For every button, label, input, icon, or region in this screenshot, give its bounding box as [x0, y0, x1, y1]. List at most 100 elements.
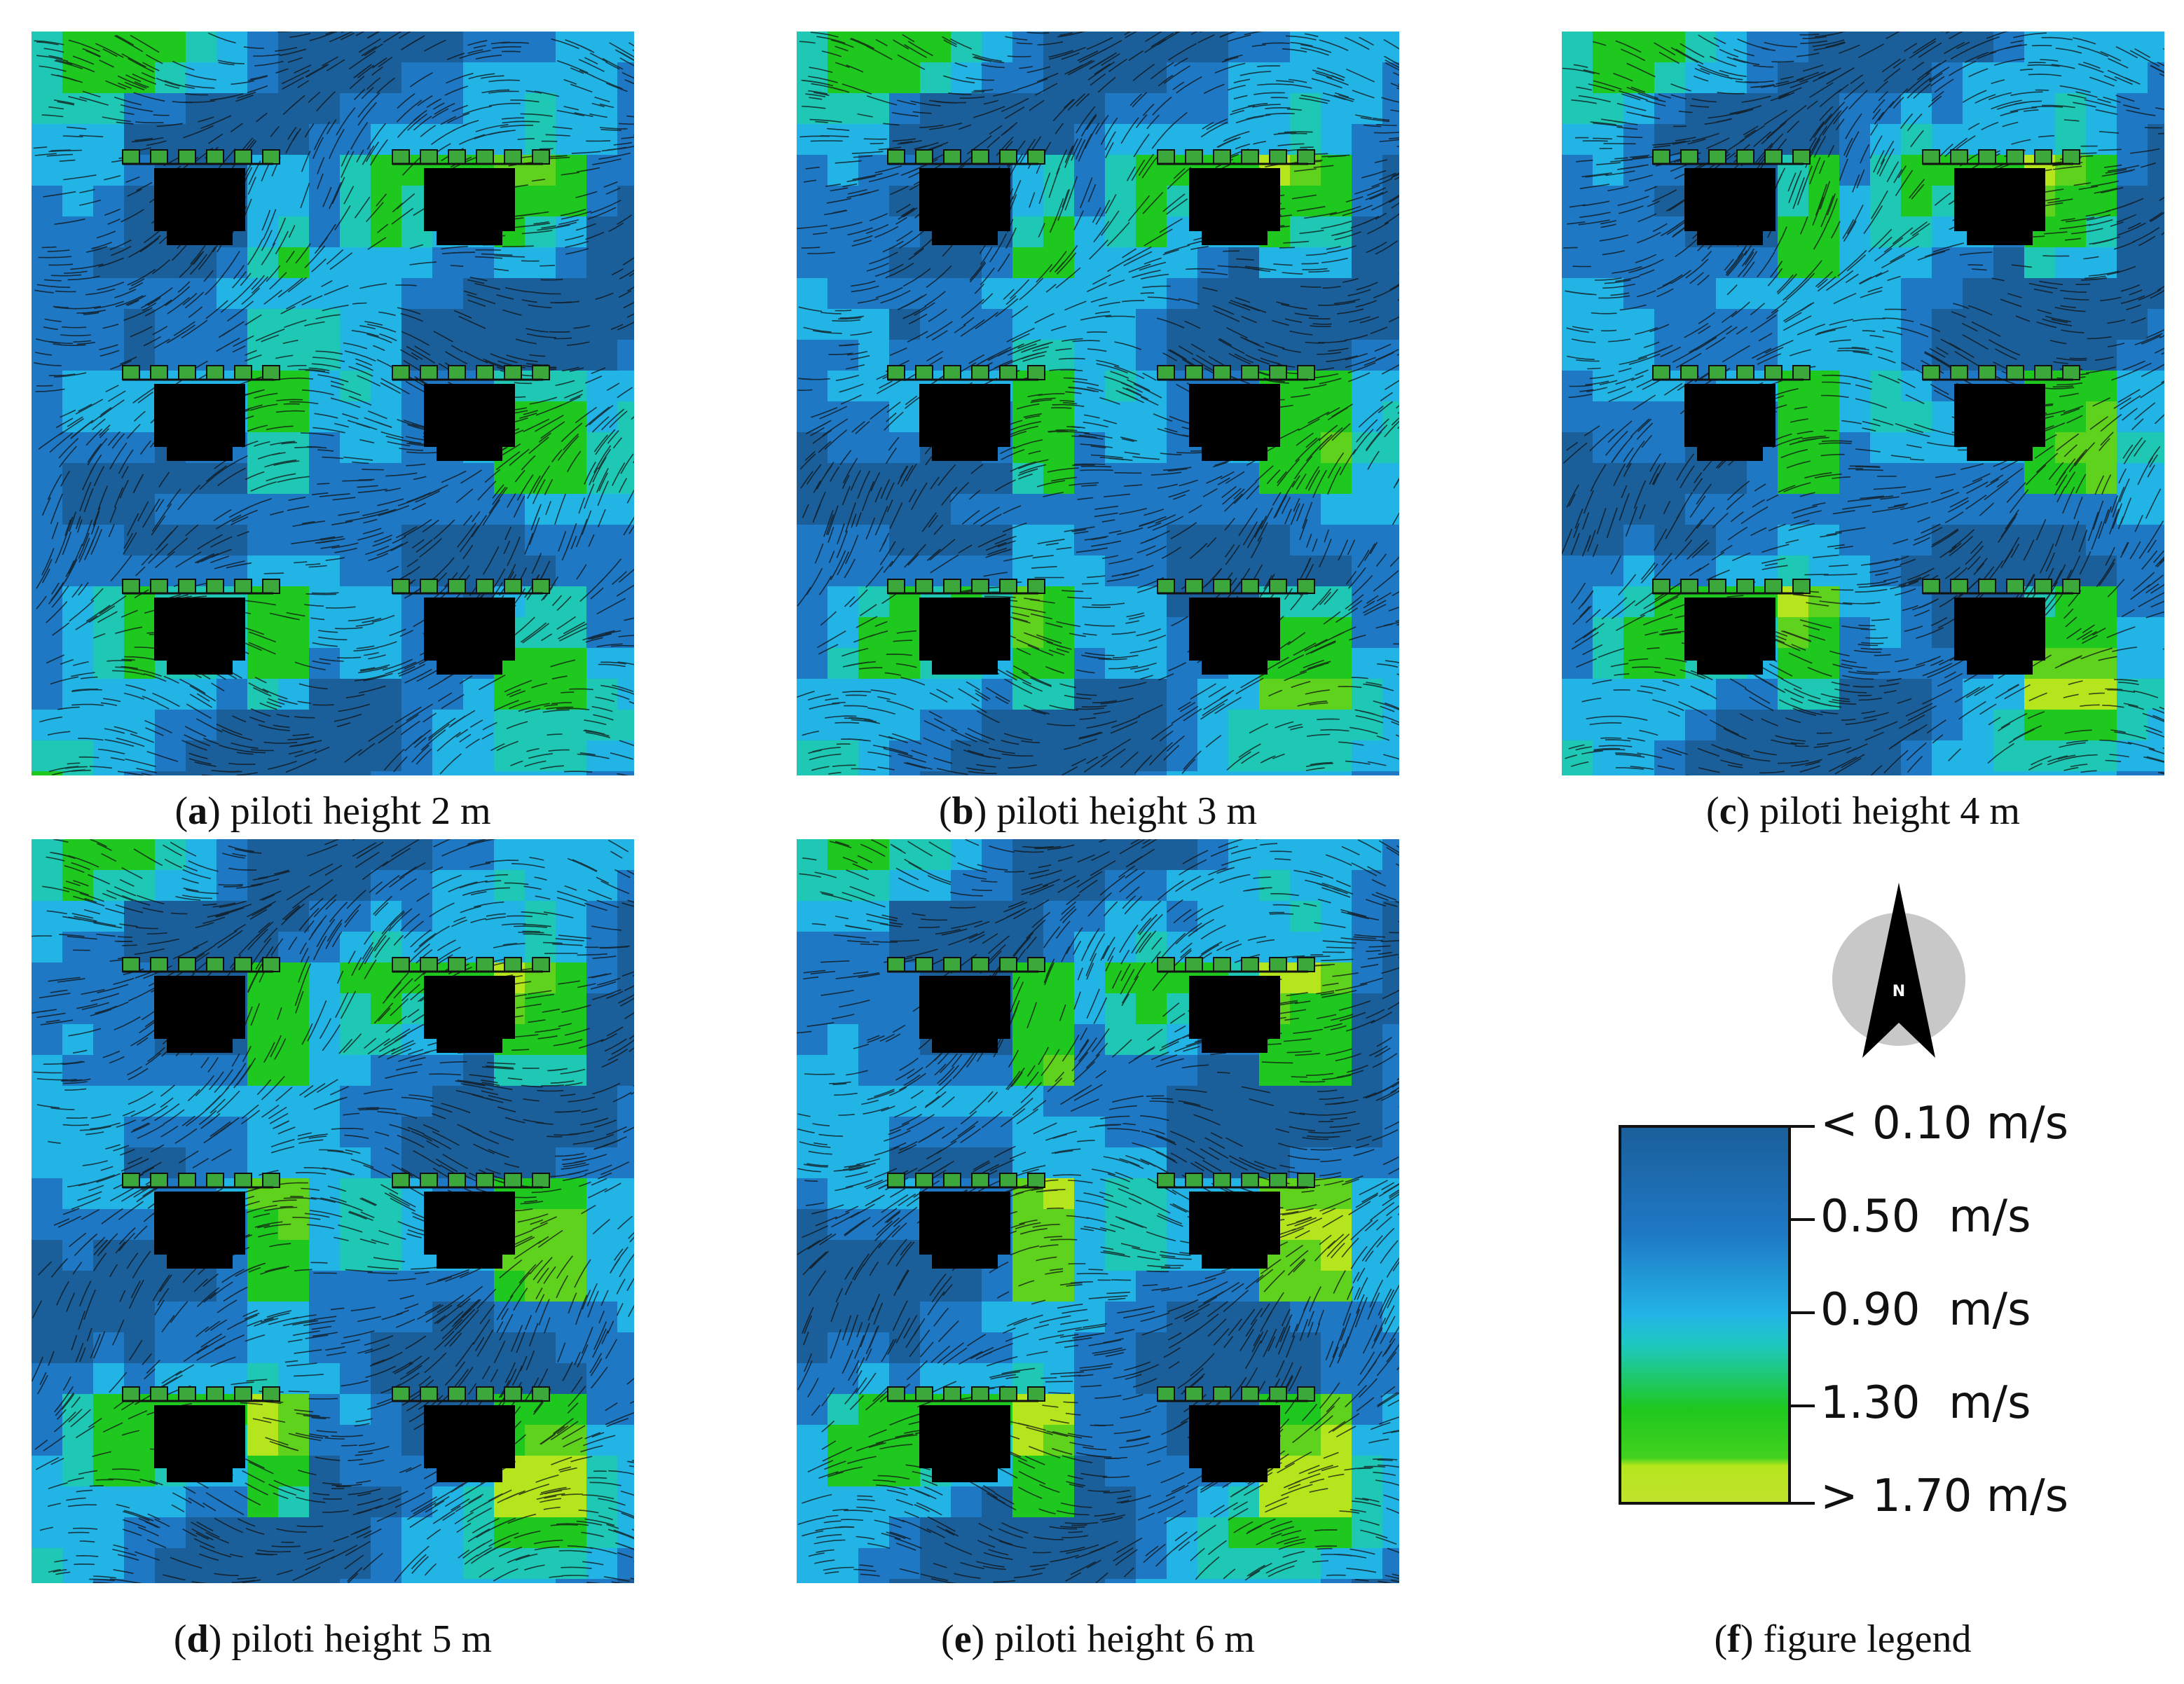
streamline [575, 191, 598, 198]
streamline [839, 450, 852, 466]
streamline [1651, 140, 1686, 146]
streamline [1893, 97, 1904, 109]
velocity-cell [1012, 432, 1044, 464]
velocity-cell [93, 32, 125, 63]
streamline [1168, 490, 1190, 498]
streamline [1934, 192, 1951, 206]
wind-field-c [1562, 32, 2164, 775]
streamline [941, 486, 958, 506]
streamline [835, 310, 852, 312]
streamline [812, 330, 842, 334]
streamline [924, 291, 946, 307]
streamline [151, 515, 166, 536]
streamline [1101, 210, 1120, 236]
streamline [136, 181, 153, 191]
streamline [1003, 555, 1033, 562]
velocity-cell [1963, 740, 1994, 772]
streamline [1081, 484, 1097, 487]
velocity-cell [1654, 62, 1686, 94]
streamline [1120, 751, 1139, 768]
streamline [1037, 539, 1065, 545]
velocity-cell [1808, 62, 1840, 94]
streamline [90, 588, 104, 602]
velocity-cell [1901, 247, 1932, 279]
velocity-cell [889, 432, 921, 464]
streamline [893, 640, 913, 642]
streamline [2010, 40, 2024, 44]
streamline [1188, 504, 1202, 513]
streamline [1119, 508, 1147, 515]
streamline [1027, 644, 1054, 656]
streamline [495, 451, 521, 471]
velocity-cell [1562, 463, 1593, 495]
streamline [1313, 165, 1334, 168]
velocity-cell [1839, 710, 1871, 741]
streamline [235, 94, 254, 102]
streamline [250, 481, 277, 492]
streamline [336, 107, 356, 136]
streamline [1101, 519, 1115, 523]
piloti-column [178, 365, 196, 380]
streamline [815, 120, 828, 123]
streamline [291, 539, 322, 545]
streamline [138, 147, 151, 151]
velocity-cell [2086, 586, 2117, 618]
streamline [397, 115, 421, 138]
velocity-cell [1043, 93, 1075, 125]
streamline [409, 71, 433, 88]
velocity-cell [186, 740, 217, 772]
streamline [500, 125, 533, 128]
streamline [1257, 83, 1290, 86]
velocity-cell [889, 648, 921, 679]
streamline [120, 356, 137, 365]
streamline [987, 547, 1008, 555]
velocity-cell [1352, 494, 1383, 525]
streamline [328, 181, 342, 209]
velocity-cell [371, 186, 402, 217]
streamline [2098, 509, 2110, 539]
piloti-column [1269, 579, 1287, 594]
velocity-cell [982, 494, 1013, 525]
velocity-cell [858, 432, 890, 464]
velocity-cell [1685, 463, 1717, 495]
streamline [540, 576, 559, 601]
streamline [998, 343, 1024, 357]
streamline [1384, 420, 1399, 438]
streamline [1843, 221, 1857, 242]
streamline [875, 39, 888, 47]
velocity-cell [1839, 586, 1871, 618]
streamline [1062, 189, 1069, 208]
streamline [71, 689, 102, 692]
streamline [1019, 66, 1033, 69]
streamline [1350, 215, 1380, 229]
streamline [521, 230, 553, 235]
velocity-cell [1105, 555, 1136, 587]
streamline [2128, 705, 2144, 710]
streamline [1085, 652, 1115, 656]
streamline [397, 665, 415, 675]
streamline [1079, 177, 1093, 209]
streamline [2026, 464, 2047, 485]
streamline [1221, 485, 1237, 499]
streamline [1805, 260, 1822, 280]
velocity-cell [1290, 432, 1321, 464]
streamline [351, 330, 379, 337]
streamline [526, 90, 542, 94]
streamline [1898, 233, 1919, 248]
streamline [1830, 221, 1841, 239]
streamline [157, 703, 170, 710]
streamline [362, 617, 382, 623]
streamline [806, 422, 827, 435]
velocity-cell [217, 525, 248, 556]
streamline [364, 43, 383, 57]
streamline [93, 466, 105, 487]
velocity-cell [1778, 401, 1809, 433]
streamline [1661, 748, 1682, 756]
streamline [1005, 227, 1017, 249]
velocity-cell [1562, 186, 1593, 217]
streamline [203, 270, 214, 282]
streamline [1566, 441, 1579, 451]
streamline [2134, 333, 2163, 346]
streamline [1273, 489, 1290, 519]
streamline [377, 498, 404, 506]
